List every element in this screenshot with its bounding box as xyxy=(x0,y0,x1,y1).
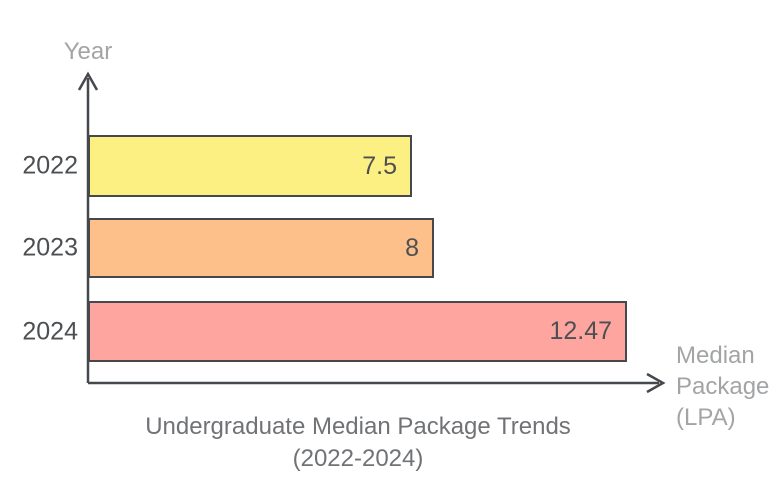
value-label: 8 xyxy=(405,233,419,262)
up-arrowhead-icon xyxy=(77,71,99,91)
bar-2024: 12.47 xyxy=(88,301,627,362)
y-axis-title: Year xyxy=(63,38,113,65)
x-axis-title-line: (LPA) xyxy=(676,404,736,431)
x-axis-title: Median Package (LPA) xyxy=(676,340,769,433)
bar-row: 2023 8 xyxy=(0,218,781,278)
right-arrowhead-icon xyxy=(646,372,666,394)
chart-title-line2: (2022-2024) xyxy=(292,445,424,472)
chart-title-line1: Undergraduate Median Package Trends xyxy=(145,413,571,440)
x-axis-title-line: Median xyxy=(676,342,755,369)
category-label: 2023 xyxy=(22,233,78,262)
chart-title: Undergraduate Median Package Trends (202… xyxy=(108,411,608,475)
value-label: 12.47 xyxy=(549,317,612,345)
bar-2023: 8 xyxy=(88,218,434,278)
bar-row: 2022 7.5 xyxy=(0,135,781,197)
bar-row: 2024 12.47 xyxy=(0,301,781,362)
category-label: 2024 xyxy=(22,317,78,345)
category-label: 2022 xyxy=(22,151,78,180)
value-label: 7.5 xyxy=(362,151,397,180)
x-axis-title-line: Package xyxy=(676,373,770,400)
bar-2022: 7.5 xyxy=(88,135,412,197)
